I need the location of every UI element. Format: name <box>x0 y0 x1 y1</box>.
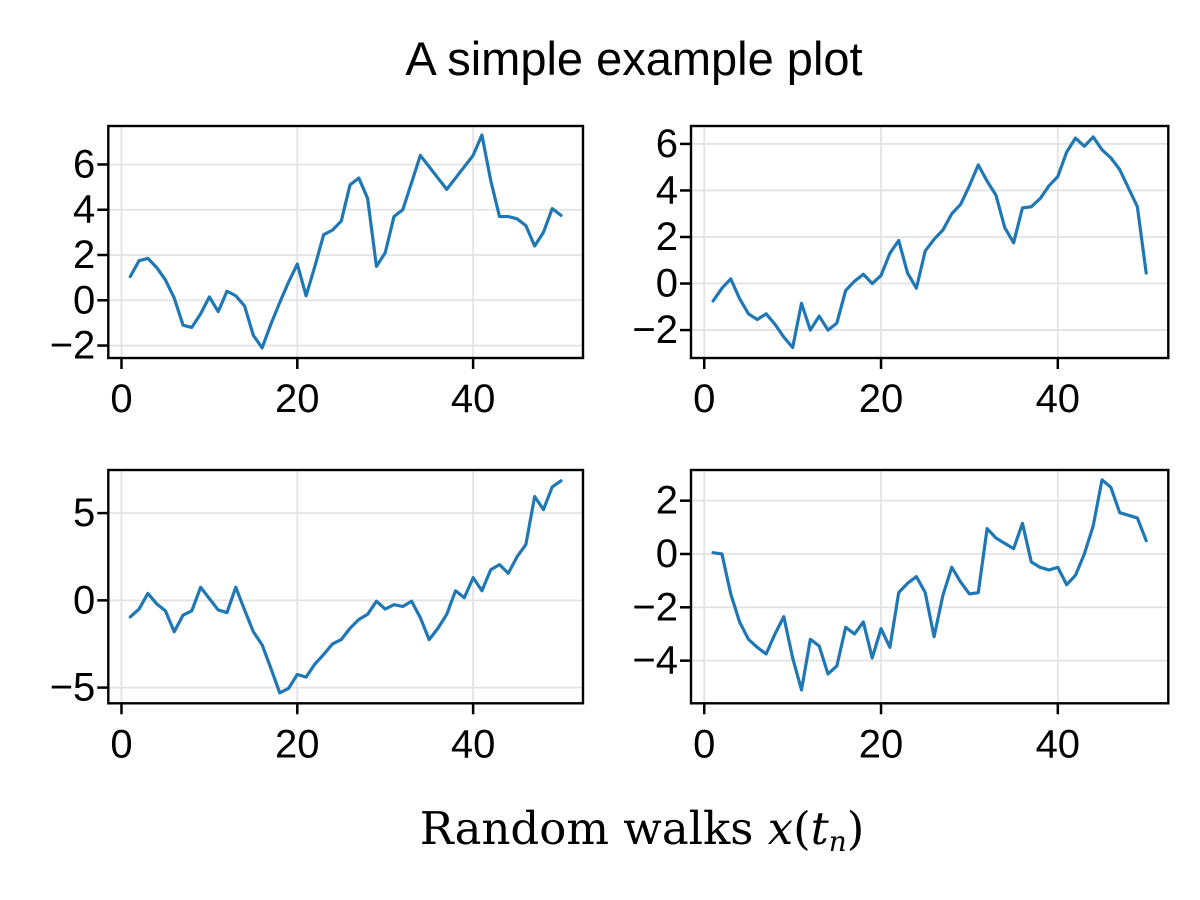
plot-border <box>689 468 1170 705</box>
y-tick-label: 4 <box>656 168 678 212</box>
x-tick-label: 40 <box>1036 377 1081 421</box>
y-tick-label: −2 <box>632 308 678 352</box>
y-tick-label: −5 <box>50 666 96 710</box>
x-tick-label: 20 <box>859 377 904 421</box>
y-tick-label: 4 <box>73 188 95 232</box>
x-tick-label: 20 <box>275 377 320 421</box>
x-tick-label: 0 <box>693 722 715 766</box>
y-tick-label: 6 <box>656 122 678 166</box>
x-tick-label: 40 <box>451 722 496 766</box>
x-tick-label: 40 <box>451 377 496 421</box>
y-tick-label: −2 <box>632 585 678 629</box>
x-tick-label: 0 <box>110 377 132 421</box>
y-tick-label: 0 <box>656 262 678 306</box>
y-tick-label: 5 <box>73 491 95 535</box>
x-tick-label: 0 <box>110 722 132 766</box>
y-tick-label: 2 <box>73 233 95 277</box>
figure-title: A simple example plot <box>405 32 863 85</box>
random-walk-line <box>128 133 563 350</box>
y-tick-label: 2 <box>656 479 678 523</box>
plot-border <box>107 468 585 705</box>
x-axis-label: Random walks x(tn) <box>419 802 865 858</box>
x-axis-label-tvar: t <box>810 802 829 855</box>
random-walk-line <box>711 135 1148 350</box>
y-tick-label: 0 <box>73 578 95 622</box>
y-tick-label: −2 <box>50 324 96 368</box>
random-walk-line <box>711 478 1148 692</box>
x-axis-label-text: Random walks <box>419 802 768 855</box>
x-tick-label: 0 <box>693 377 715 421</box>
y-tick-label: 0 <box>656 532 678 576</box>
x-axis-label-var: x <box>767 802 794 855</box>
x-tick-label: 40 <box>1036 722 1081 766</box>
x-axis-label-paren-open: ( <box>793 802 811 855</box>
x-tick-label: 20 <box>275 722 320 766</box>
x-axis-label-subscript: n <box>828 824 847 858</box>
y-tick-label: −4 <box>632 639 678 683</box>
x-tick-label: 20 <box>859 722 904 766</box>
y-tick-label: 2 <box>656 215 678 259</box>
plot-border <box>107 124 585 360</box>
plot-border <box>689 124 1170 360</box>
x-axis-label-paren-close: ) <box>846 802 865 855</box>
random-walk-line <box>128 479 563 695</box>
y-tick-label: 6 <box>73 142 95 186</box>
y-tick-label: 0 <box>73 278 95 322</box>
